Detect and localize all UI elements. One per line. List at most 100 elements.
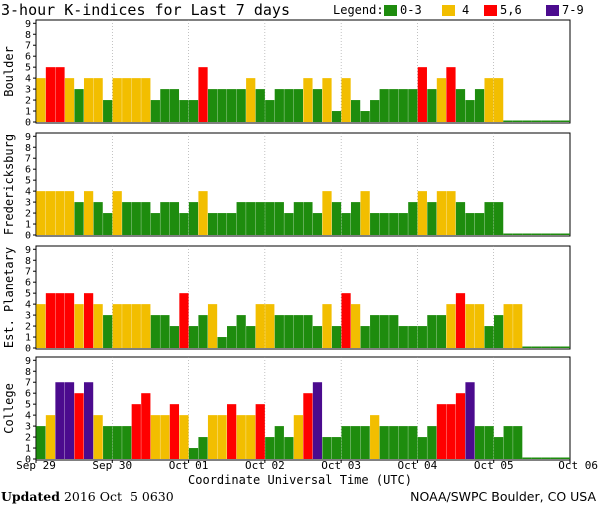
x-tick-label: Sep 29 — [16, 459, 56, 472]
k-index-bar — [217, 89, 227, 122]
k-index-bar — [207, 415, 218, 459]
k-index-bar — [284, 437, 294, 459]
y-tick-label: 2 — [25, 209, 31, 220]
k-index-bar — [350, 202, 361, 235]
y-tick-label: 7 — [25, 41, 31, 52]
k-index-bar — [398, 213, 408, 235]
k-index-bar — [322, 78, 332, 122]
y-tick-label: 5 — [25, 400, 31, 411]
k-index-bar — [227, 213, 237, 235]
k-index-bar — [274, 202, 284, 235]
legend-item-4: 4 — [462, 3, 469, 17]
k-index-bar — [55, 382, 65, 459]
panel-frame — [35, 19, 571, 124]
k-index-bar — [179, 213, 189, 235]
x-tick-label: Oct 04 — [398, 459, 438, 472]
k-index-bar — [360, 191, 370, 235]
k-index-bar — [350, 426, 361, 459]
panel-frame — [35, 356, 571, 461]
y-tick-label: 5 — [25, 289, 31, 300]
k-index-bar — [150, 100, 160, 122]
k-index-bar — [455, 293, 466, 348]
k-index-bar — [64, 293, 75, 348]
legend-label: Legend: — [333, 3, 384, 17]
k-index-bar — [531, 346, 542, 348]
k-index-bar — [122, 304, 132, 348]
y-tick-label: 4 — [25, 300, 31, 311]
k-index-bar — [446, 404, 456, 459]
k-index-bar — [93, 78, 103, 122]
k-index-bar — [265, 304, 275, 348]
k-index-bar — [446, 304, 456, 348]
k-index-bar — [131, 404, 141, 459]
k-index-bar — [341, 293, 351, 348]
y-tick-label: 9 — [25, 132, 31, 143]
panel-label: Boulder — [2, 46, 16, 97]
k-index-bar — [160, 315, 170, 348]
k-index-bar — [169, 89, 180, 122]
y-tick-label: 6 — [25, 165, 31, 176]
k-index-bar — [83, 382, 94, 459]
k-index-bar — [293, 415, 303, 459]
k-index-bar — [293, 202, 303, 235]
k-index-bar — [207, 213, 218, 235]
k-index-bar — [246, 78, 256, 122]
y-tick-label: 7 — [25, 378, 31, 389]
y-tick-label: 0 — [25, 344, 31, 355]
k-index-bar — [331, 202, 342, 235]
y-tick-label: 1 — [25, 220, 31, 231]
k-index-bar — [274, 315, 284, 348]
k-index-bar — [503, 304, 513, 348]
k-index-bar — [503, 120, 513, 122]
k-index-bar — [303, 393, 313, 459]
k-index-bar — [379, 315, 389, 348]
k-index-bar — [83, 78, 94, 122]
x-axis-ticks: Sep 29 Sep 30 Oct 01 Oct 02 Oct 03 Oct 04 Oct … — [16, 459, 598, 472]
k-index-bar — [188, 100, 199, 122]
k-index-bar — [227, 326, 237, 348]
k-index-bar — [103, 213, 113, 235]
k-index-bar — [541, 346, 551, 348]
k-index-bar — [265, 202, 275, 235]
y-tick-label: 1 — [25, 444, 31, 455]
k-index-bar — [427, 202, 437, 235]
k-index-bar — [131, 304, 141, 348]
updated-line: Updated 2016 Oct 5 0630 — [1, 489, 174, 504]
k-index-bar — [436, 404, 447, 459]
y-tick-label: 8 — [25, 30, 31, 41]
y-tick-label: 2 — [25, 322, 31, 333]
k-index-bar — [303, 202, 313, 235]
y-tick-label: 5 — [25, 176, 31, 187]
k-index-bar — [122, 426, 132, 459]
y-tick-label: 9 — [25, 245, 31, 256]
k-index-bar — [284, 89, 294, 122]
panels: 0123456789Boulder0123456789Fredericksbur… — [2, 19, 571, 466]
x-axis-label: Coordinate Universal Time (UTC) — [188, 473, 412, 487]
k-index-bar — [207, 89, 218, 122]
k-index-bar — [131, 78, 141, 122]
k-index-bar — [236, 315, 246, 348]
k-index-bar — [360, 426, 370, 459]
k-index-bar — [312, 89, 323, 122]
k-index-bar — [93, 202, 103, 235]
k-index-bar — [246, 326, 256, 348]
k-index-bar — [169, 202, 180, 235]
k-index-bar — [370, 213, 380, 235]
y-tick-label: 8 — [25, 256, 31, 267]
k-index-bar — [389, 89, 399, 122]
k-index-bar — [227, 404, 237, 459]
k-index-bar — [207, 304, 218, 348]
k-index-bar — [255, 404, 265, 459]
k-index-bar — [522, 120, 532, 122]
k-index-bar — [360, 326, 370, 348]
k-index-bar — [522, 233, 532, 235]
k-index-bar — [55, 293, 65, 348]
y-tick-label: 7 — [25, 267, 31, 278]
k-index-bar — [150, 213, 160, 235]
k-index-bar — [217, 415, 227, 459]
k-index-bar — [360, 111, 370, 122]
k-index-bar — [474, 213, 485, 235]
k-index-bar — [74, 89, 84, 122]
k-index-bar — [541, 457, 551, 459]
y-tick-label: 0 — [25, 231, 31, 242]
